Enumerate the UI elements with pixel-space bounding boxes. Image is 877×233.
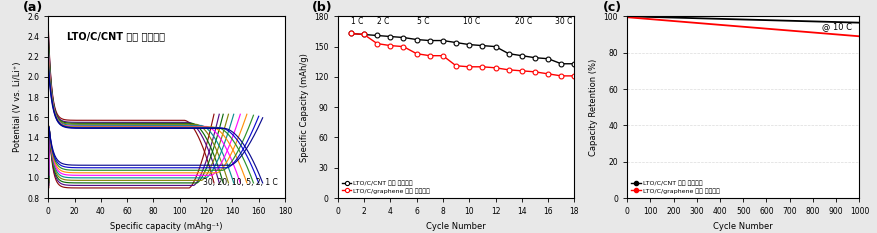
Text: 20 C: 20 C (515, 17, 532, 26)
Text: 30 C: 30 C (555, 17, 572, 26)
Text: 2 C: 2 C (377, 17, 389, 26)
Text: (c): (c) (603, 1, 623, 14)
Y-axis label: Specific Capacity (mAh/g): Specific Capacity (mAh/g) (300, 53, 309, 162)
X-axis label: Cycle Number: Cycle Number (713, 222, 774, 231)
Legend: LTO/C/CNT 구형 복합소재, LTO/C/graphene 구형 복합소재: LTO/C/CNT 구형 복합소재, LTO/C/graphene 구형 복합소… (631, 179, 721, 195)
Text: 30, 20, 10, 5, 2, 1 C: 30, 20, 10, 5, 2, 1 C (203, 178, 278, 187)
Text: LTO/C/CNT 구형 복합소재: LTO/C/CNT 구형 복합소재 (68, 31, 165, 41)
Text: (a): (a) (24, 1, 44, 14)
Text: 1 C: 1 C (351, 17, 363, 26)
Y-axis label: Capacity Retention (%): Capacity Retention (%) (589, 58, 598, 156)
Legend: LTO/C/CNT 구형 복합소재, LTO/C/graphene 구형 복합소재: LTO/C/CNT 구형 복합소재, LTO/C/graphene 구형 복합소… (341, 179, 431, 195)
X-axis label: Specific capacity (mAhg⁻¹): Specific capacity (mAhg⁻¹) (111, 222, 223, 231)
X-axis label: Cycle Number: Cycle Number (426, 222, 486, 231)
Text: 10 C: 10 C (463, 17, 480, 26)
Text: (b): (b) (312, 1, 333, 14)
Text: @ 10 C: @ 10 C (823, 22, 852, 31)
Text: 5 C: 5 C (417, 17, 429, 26)
Y-axis label: Potential (V vs. Li/Li⁺): Potential (V vs. Li/Li⁺) (12, 62, 22, 152)
